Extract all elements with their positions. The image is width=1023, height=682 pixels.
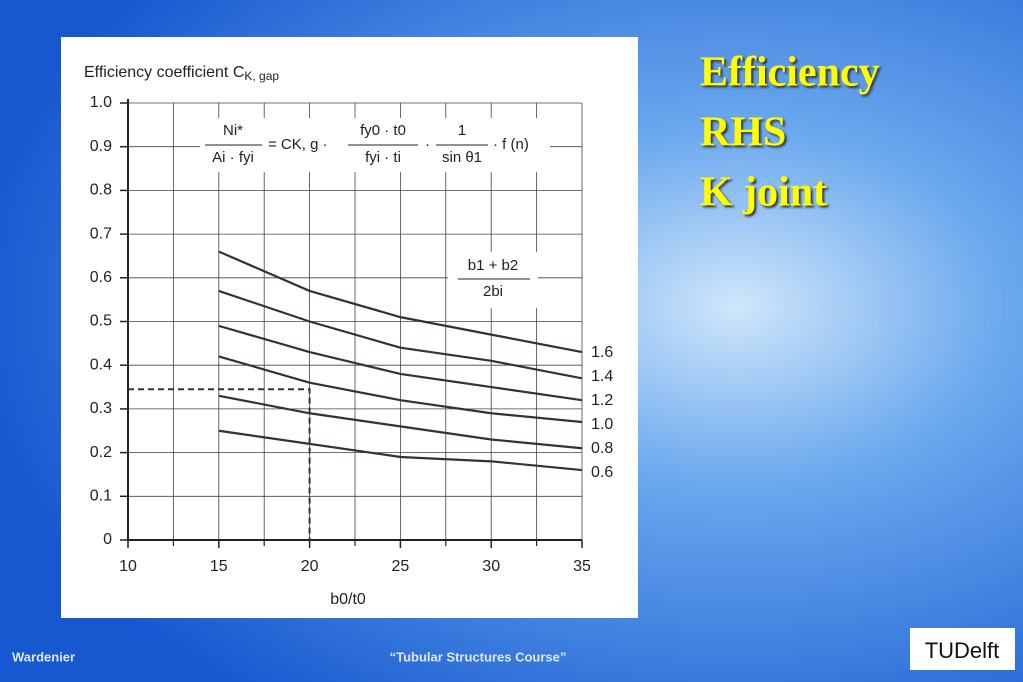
curve-label: 0.8 bbox=[591, 440, 613, 457]
logo: TUDelft bbox=[925, 638, 1000, 663]
y-tick-label: 1.0 bbox=[90, 94, 112, 111]
y-tick-label: 0.4 bbox=[90, 356, 112, 373]
y-tick-label: 0.5 bbox=[90, 313, 112, 330]
formula-part: · f (n) bbox=[493, 136, 529, 153]
curve-label: 1.4 bbox=[591, 368, 613, 385]
logo-box bbox=[910, 628, 1015, 670]
formula-part: fy0 · t0 bbox=[360, 122, 406, 139]
curve-label: 1.0 bbox=[591, 416, 613, 433]
formula-part: sin θ1 bbox=[442, 149, 482, 166]
footer-author: Wardenier bbox=[12, 649, 75, 664]
y-tick-label: 0.3 bbox=[90, 400, 112, 417]
curve bbox=[218, 355, 583, 424]
title-line: RHS bbox=[700, 110, 786, 156]
title-line: Efficiency bbox=[700, 50, 880, 96]
legend-bg bbox=[448, 252, 538, 308]
guide-line bbox=[128, 388, 311, 540]
formula-part: Ni* bbox=[223, 122, 243, 139]
y-tick-label: 0.6 bbox=[90, 269, 112, 286]
y-axis-label: Efficiency coefficient CK, gap bbox=[84, 64, 279, 83]
x-tick-label: 15 bbox=[210, 558, 228, 575]
curve-label: 1.6 bbox=[591, 344, 613, 361]
y-tick-label: 0.1 bbox=[90, 488, 112, 505]
x-tick-label: 25 bbox=[392, 558, 410, 575]
x-tick-label: 20 bbox=[301, 558, 319, 575]
y-tick-label: 0.7 bbox=[90, 225, 112, 242]
curve bbox=[218, 250, 583, 354]
y-tick-label: 0.8 bbox=[90, 182, 112, 199]
curve bbox=[218, 394, 583, 450]
formula-part: fyi · ti bbox=[365, 149, 401, 166]
formula-part: = CK, g · bbox=[268, 136, 328, 153]
curve bbox=[218, 289, 583, 380]
footer-course: “Tubular Structures Course” bbox=[390, 649, 567, 664]
y-tick-label: 0.9 bbox=[90, 138, 112, 155]
formula-dot: · bbox=[425, 136, 430, 153]
y-tick-label: 0.2 bbox=[90, 444, 112, 461]
legend-title: b1 + b2 bbox=[468, 257, 518, 274]
x-tick-label: 35 bbox=[573, 558, 591, 575]
legend-title: 2bi bbox=[483, 283, 503, 300]
x-tick-label: 30 bbox=[482, 558, 500, 575]
formula-part: Ai · fyi bbox=[212, 149, 254, 166]
y-tick-label: 0 bbox=[103, 531, 112, 548]
curve-label: 1.2 bbox=[591, 392, 613, 409]
formula: Ni* Ai · fyi = CK, g · fy0 · t0 fyi · ti · 1 si… bbox=[200, 118, 550, 172]
title-line: K joint bbox=[700, 170, 827, 216]
curve-label: 0.6 bbox=[591, 464, 613, 481]
plot: 0 0.1 0.2 0.3 0.4 0.5 0.6 0.7 0.8 0.9 1.0 10 15 20 25 3… bbox=[90, 94, 614, 575]
curve bbox=[218, 429, 583, 472]
formula-part: 1 bbox=[458, 122, 466, 139]
curve bbox=[218, 324, 583, 402]
x-tick-label: 10 bbox=[119, 558, 137, 575]
x-axis-label: b0/t0 bbox=[330, 591, 366, 608]
